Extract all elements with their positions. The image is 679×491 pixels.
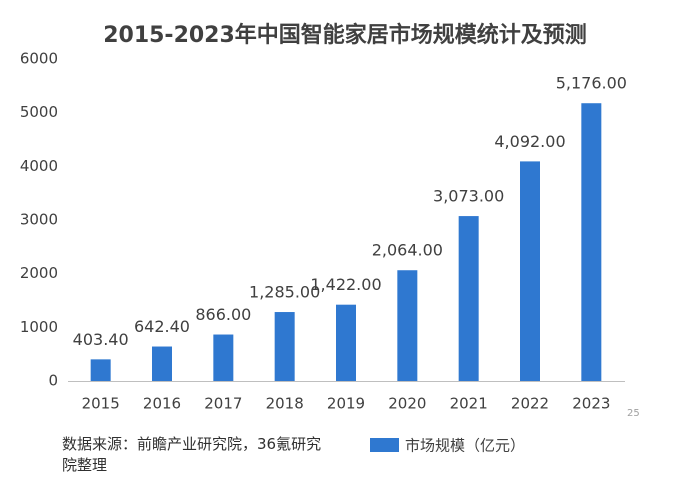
page-number: 25 <box>627 408 640 419</box>
bar <box>274 312 295 381</box>
data-label: 2,064.00 <box>372 241 443 260</box>
x-tick-label: 2018 <box>266 395 304 413</box>
bar <box>336 304 356 381</box>
data-label: 403.40 <box>73 330 129 349</box>
x-tick-label: 2019 <box>327 395 365 413</box>
y-tick-label: 5000 <box>20 103 58 121</box>
data-label: 4,092.00 <box>494 132 565 151</box>
x-tick-label: 2021 <box>450 395 488 413</box>
data-label: 1,285.00 <box>249 283 320 302</box>
data-label: 1,422.00 <box>310 275 381 294</box>
source-note: 数据来源：前瞻产业研究院，36氪研究院整理 <box>62 435 322 474</box>
data-label: 5,176.00 <box>556 74 627 93</box>
bar <box>458 216 479 381</box>
y-tick-label: 3000 <box>20 211 58 229</box>
y-tick-label: 6000 <box>20 50 58 68</box>
y-tick-label: 4000 <box>20 157 58 175</box>
bar <box>152 346 172 381</box>
y-tick-label: 2000 <box>20 264 58 282</box>
y-tick-label: 1000 <box>20 318 58 336</box>
bar <box>397 270 418 381</box>
chart-title: 2015-2023年中国智能家居市场规模统计及预测 <box>103 22 587 48</box>
x-tick-label: 2022 <box>511 395 549 413</box>
x-tick-label: 2023 <box>572 395 610 413</box>
data-label: 642.40 <box>134 317 190 336</box>
x-tick-label: 2016 <box>143 395 181 413</box>
legend-swatch <box>370 438 399 452</box>
x-tick-label: 2015 <box>82 395 120 413</box>
bar <box>520 161 540 381</box>
y-tick-label: 0 <box>48 372 58 390</box>
x-tick-label: 2017 <box>204 395 242 413</box>
data-label: 866.00 <box>195 305 251 324</box>
x-tick-label: 2020 <box>388 395 426 413</box>
bar <box>90 359 111 381</box>
bar <box>581 103 602 381</box>
bar <box>213 334 234 381</box>
data-label: 3,073.00 <box>433 187 504 206</box>
legend-label: 市场规模（亿元） <box>405 437 525 455</box>
